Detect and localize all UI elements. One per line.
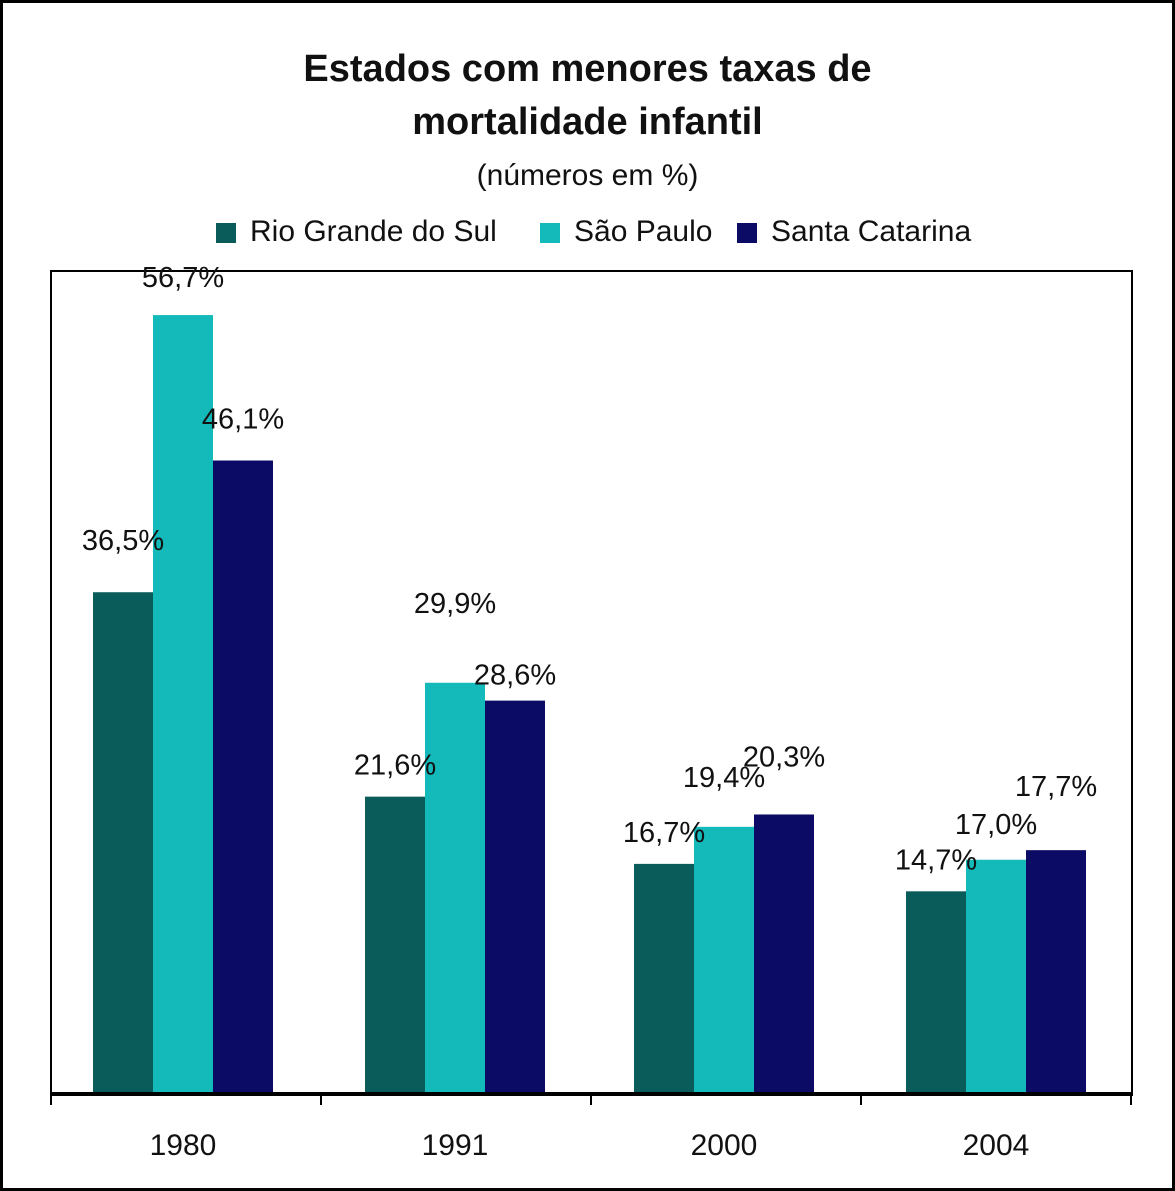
bar-sao-paulo-2004 [966,859,1026,1093]
value-label-sao-paulo-1991: 29,9% [414,588,496,620]
value-label-rio-grande-do-sul-2004: 14,7% [895,844,977,876]
legend-swatch-rio-grande-do-sul [216,223,236,243]
legend-swatch-sao-paulo [540,223,560,243]
legend-label-sao-paulo: São Paulo [574,215,713,248]
bar-sao-paulo-1991 [425,682,485,1093]
value-label-santa-catarina-2000: 20,3% [743,741,825,773]
x-tick-label-2004: 2004 [963,1129,1030,1162]
value-label-sao-paulo-2004: 17,0% [955,809,1037,841]
bar-rio-grande-do-sul-2004 [906,891,966,1093]
bars [93,315,1086,1093]
bar-sao-paulo-2000 [694,826,754,1093]
value-label-rio-grande-do-sul-1980: 36,5% [82,525,164,557]
value-label-sao-paulo-2000: 19,4% [683,762,765,794]
x-axis: 1980 1991 2000 2004 [50,1092,1132,1162]
chart-title-line-2: mortalidade infantil [412,101,763,143]
value-label-santa-catarina-1991: 28,6% [474,660,556,692]
value-label-rio-grande-do-sul-2000: 16,7% [623,817,705,849]
bar-rio-grande-do-sul-1980 [93,592,153,1093]
bar-chart: 36,5% 56,7% 46,1% 21,6% 29,9% 28,6% 16,7% 19,4%… [50,262,1133,1162]
bar-rio-grande-do-sul-2000 [634,863,694,1093]
bar-santa-catarina-1991 [485,700,545,1093]
legend-swatch-santa-catarina [737,223,757,243]
bar-santa-catarina-2000 [754,814,814,1093]
value-label-santa-catarina-1980: 46,1% [202,404,284,436]
x-tick-label-1980: 1980 [150,1129,217,1162]
legend-label-santa-catarina: Santa Catarina [771,215,972,248]
bar-rio-grande-do-sul-1991 [365,796,425,1093]
chart-subtitle: (números em %) [476,159,699,192]
bar-sao-paulo-1980 [153,315,213,1093]
chart-title-line-1: Estados com menores taxas de [303,48,872,90]
x-tick-label-2000: 2000 [691,1129,758,1162]
bar-santa-catarina-2004 [1026,850,1086,1093]
value-label-rio-grande-do-sul-1991: 21,6% [354,750,436,782]
bar-santa-catarina-1980 [213,460,273,1093]
legend: Rio Grande do Sul São Paulo Santa Catari… [3,213,1172,253]
value-label-santa-catarina-2004: 17,7% [1015,771,1097,803]
value-label-sao-paulo-1980: 56,7% [142,262,224,294]
legend-label-rio-grande-do-sul: Rio Grande do Sul [250,215,497,248]
value-labels: 36,5% 56,7% 46,1% 21,6% 29,9% 28,6% 16,7% 19,4%… [82,262,1097,876]
x-tick-label-1991: 1991 [422,1129,489,1162]
